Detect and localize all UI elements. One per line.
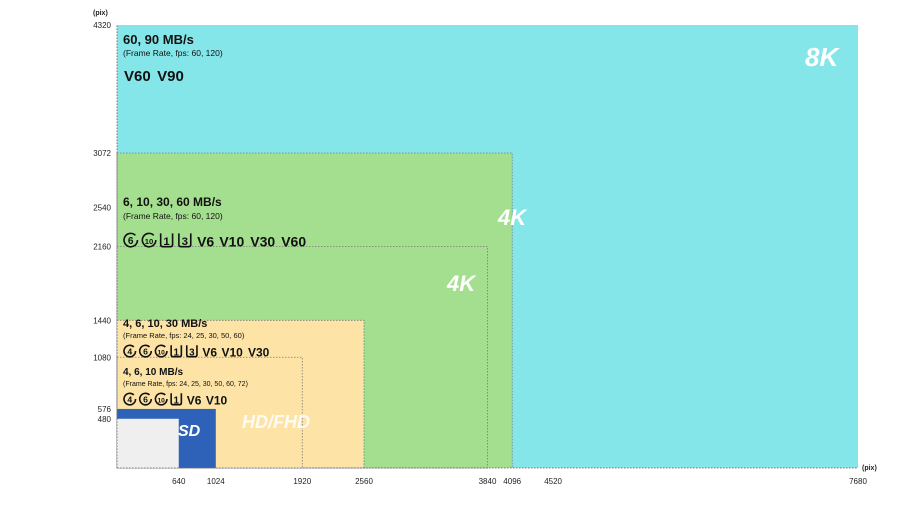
speed-class-icon: 6: [143, 395, 148, 405]
region-label: HD/FHD: [242, 412, 310, 432]
speed-class-icon: 4: [127, 395, 132, 405]
speed-annotation: 60, 90 MB/s(Frame Rate, fps: 60, 120) V60…: [123, 32, 223, 85]
region-label: SD: [178, 423, 201, 440]
uhs-speed-class-icon: 1: [174, 347, 180, 358]
speed-class-icon: [138, 392, 153, 406]
uhs-speed-class-icon: [178, 233, 192, 248]
speed-text: 4, 6, 10 MB/s: [123, 367, 183, 378]
frame-rate-text: (Frame Rate, fps: 24, 25, 30, 50, 60): [123, 331, 245, 340]
region-labels: 8K 4K 4K HD/FHD SD: [178, 42, 840, 440]
x-tick-label: 3840: [479, 477, 497, 486]
speed-class-icon: [141, 232, 157, 248]
region-label: 4K: [446, 271, 477, 296]
speed-class-icon: 6: [143, 347, 148, 357]
uhs-speed-class-icon: [185, 345, 198, 358]
x-tick-label: 640: [172, 477, 186, 486]
speed-text: 4, 6, 10, 30 MB/s: [123, 318, 207, 330]
frame-rate-text: (Frame Rate, fps: 60, 120): [123, 48, 223, 58]
y-unit-label: (pix): [93, 10, 108, 17]
x-tick-label: 2560: [355, 477, 373, 486]
video-speed-class-icon: V30: [248, 345, 270, 359]
frame-rate-text: (Frame Rate, fps: 24, 25, 30, 50, 60, 72…: [123, 381, 248, 388]
x-tick-label: 7680: [849, 477, 867, 486]
y-tick-label: 480: [98, 415, 112, 424]
y-tick-label: 4320: [93, 21, 111, 30]
uhs-speed-class-icon: 1: [174, 395, 180, 406]
speed-class-icon: [138, 344, 153, 358]
video-speed-class-icon: V30: [250, 233, 275, 249]
speed-class-icon: [123, 392, 137, 406]
y-tick-label: 576: [98, 405, 112, 414]
y-tick-label: 2540: [93, 204, 111, 213]
x-tick-label: 4096: [503, 477, 521, 486]
video-speed-class-icon: V6: [197, 233, 214, 249]
video-speed-class-icon: V90: [157, 68, 184, 85]
speed-annotation: 6, 10, 30, 60 MB/s (Frame Rate, fps: 60, …: [123, 195, 306, 249]
video-speed-class-icon: V60: [124, 68, 151, 85]
video-speed-class-icon: V10: [206, 393, 228, 407]
speed-class-icon: [154, 344, 168, 358]
speed-class-icon: 6: [128, 236, 134, 247]
video-speed-class-icon: V6: [187, 393, 202, 407]
x-tick-label: 4520: [544, 477, 562, 486]
y-tick-label: 1440: [93, 316, 111, 325]
speed-class-icon: [123, 232, 139, 248]
resolution-regions: [116, 25, 858, 469]
speed-annotation: 4, 6, 10 MB/s (Frame Rate, fps: 24, 25, 3…: [123, 367, 248, 407]
region-label: 8K: [805, 42, 840, 72]
x-tick-label: 1920: [293, 477, 311, 486]
video-speed-class-icon: V10: [221, 345, 243, 359]
speed-class-icon: 10: [158, 350, 166, 357]
speed-text: 6, 10, 30, 60 MB/s: [123, 195, 222, 209]
speed-annotation: 4, 6, 10, 30 MB/s(Frame Rate, fps: 24, 2…: [123, 318, 270, 359]
uhs-speed-class-icon: 3: [189, 347, 195, 358]
uhs-speed-class-icon: [170, 393, 183, 406]
uhs-speed-class-icon: 3: [182, 236, 188, 248]
x-unit-label: (pix): [862, 465, 877, 472]
speed-class-icon: 10: [158, 398, 166, 405]
speed-class-icon: 10: [145, 237, 154, 246]
uhs-speed-class-icon: 1: [163, 236, 170, 248]
speed-class-icon: 4: [127, 347, 132, 357]
region-label: 4K: [497, 205, 528, 230]
y-tick-label: 2160: [93, 243, 111, 252]
speed-text: 60, 90 MB/s: [123, 32, 194, 47]
video-speed-class-icon: V60: [281, 233, 306, 249]
uhs-speed-class-icon: [170, 345, 183, 358]
video-speed-class-icon: V6: [202, 345, 217, 359]
speed-class-icon: [154, 392, 168, 406]
uhs-speed-class-icon: [159, 233, 174, 248]
x-tick-label: 1024: [207, 477, 225, 486]
y-tick-label: 1080: [93, 353, 111, 362]
speed-class-icon: [123, 344, 137, 358]
region-6: [117, 418, 179, 468]
frame-rate-text: (Frame Rate, fps: 60, 120): [123, 211, 223, 221]
video-speed-class-icon: V10: [219, 233, 244, 249]
y-tick-label: 3072: [93, 149, 111, 158]
speed-annotations: 60, 90 MB/s(Frame Rate, fps: 60, 120)V60…: [123, 32, 306, 407]
